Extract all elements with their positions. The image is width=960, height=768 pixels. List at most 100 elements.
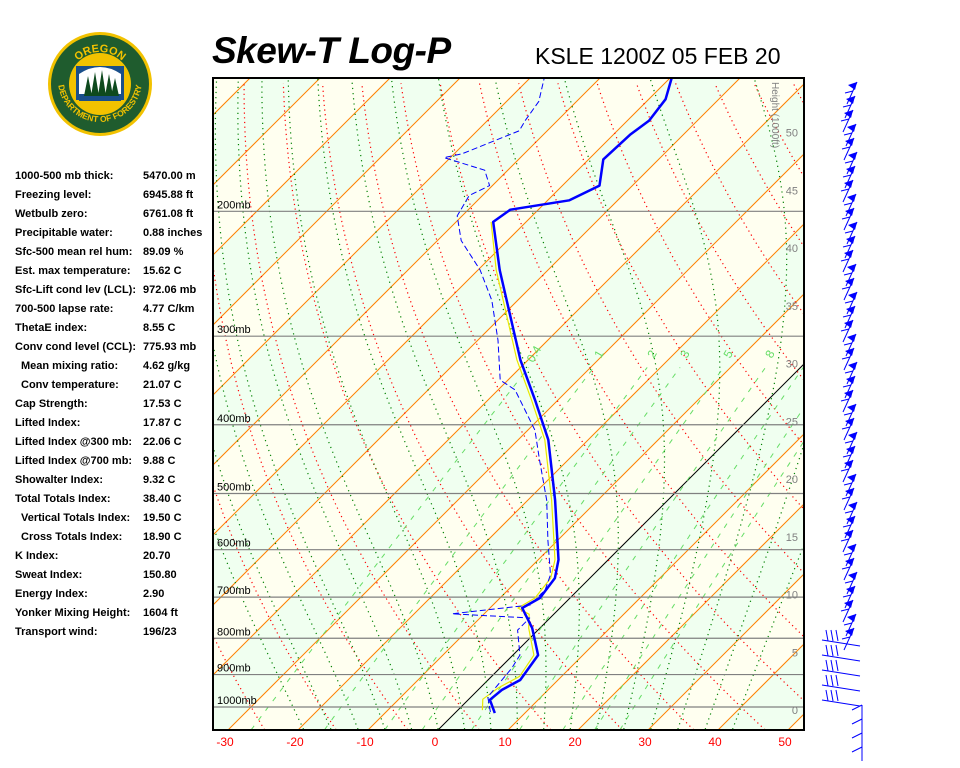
moist-adiabat: [563, 78, 666, 730]
mixing-ratio-line: [384, 367, 648, 730]
pressure-label: 600mb: [217, 538, 251, 550]
stat-label: Lifted Index @300 mb:: [15, 436, 133, 448]
wind-barb: [821, 629, 861, 647]
pressure-label: 800mb: [217, 626, 251, 638]
height-tick-label: 5: [792, 647, 798, 659]
stat-row: K Index: 20.70: [15, 548, 213, 567]
stat-row: Precipitable water: 0.88 inches: [15, 225, 213, 244]
wind-barb-feather: [843, 202, 853, 206]
stat-row: Total Totals Index: 38.40 C: [15, 491, 213, 510]
wind-barb-flag: [844, 600, 853, 608]
wind-barb-flag: [845, 418, 854, 426]
isotherm: [213, 78, 460, 326]
stat-value: 8.55 C: [143, 322, 176, 334]
wind-barb: [821, 644, 861, 662]
stat-value: 38.40 C: [143, 493, 182, 505]
wind-barb-feather: [841, 566, 851, 570]
stat-row: Sfc-500 mean rel hum: 89.09 %: [15, 244, 213, 263]
dry-adiabat: [872, 83, 960, 730]
stat-value: 15.62 C: [143, 265, 182, 277]
wind-barb-feather: [830, 644, 834, 657]
wind-barb-feather: [843, 132, 853, 136]
wind-barb-flag: [844, 320, 853, 328]
wind-barb-flag: [848, 572, 857, 580]
pressure-label: 300mb: [217, 324, 251, 336]
stat-value: 972.06 mb: [143, 284, 197, 296]
wind-barb-feather: [825, 674, 829, 687]
wind-barb: [840, 109, 854, 133]
stat-row: Energy Index: 2.90: [15, 586, 213, 605]
moist-adiabat: [732, 543, 804, 730]
wind-barb-flag: [848, 222, 857, 230]
stat-row: Showalter Index: 9.32 C: [15, 472, 213, 491]
temperature-tick-label: 10: [498, 735, 512, 749]
height-tick-label: 45: [786, 185, 798, 197]
wind-barb-flag: [846, 306, 855, 314]
height-tick-label: 50: [786, 128, 798, 140]
stat-value: 1604 ft: [143, 607, 178, 619]
stat-value: 6761.08 ft: [143, 208, 194, 220]
moist-adiabat: [390, 78, 547, 730]
isotherm: [213, 78, 600, 466]
wind-barb: [840, 179, 854, 203]
wind-barb-flag: [844, 110, 853, 118]
wind-barb-feather: [830, 689, 834, 702]
stat-row: Wetbulb zero: 6761.08 ft: [15, 206, 213, 225]
temperature-band: [788, 714, 804, 730]
svg-text:OREGON: OREGON: [72, 43, 127, 63]
temperature-tick-label: 20: [568, 735, 582, 749]
wind-barb-flag: [846, 446, 855, 454]
stat-row: Cross Totals Index: 18.90 C: [15, 529, 213, 548]
mixing-ratio-line: [619, 440, 804, 730]
wind-barb: [841, 417, 855, 441]
wind-barb-feather: [830, 659, 834, 672]
stat-label: Lifted Index @700 mb:: [15, 455, 133, 467]
wind-barb-flag: [845, 208, 854, 216]
wind-barb-flag: [844, 250, 853, 258]
pressure-label: 1000mb: [217, 695, 257, 707]
wind-barb-feather: [841, 216, 851, 220]
wind-barb-feather: [835, 689, 839, 702]
wind-barb-feather: [835, 629, 839, 642]
wind-barb-staff: [821, 684, 861, 692]
stat-label: Cap Strength:: [15, 398, 88, 410]
isotherm: [577, 503, 804, 730]
temperature-tick-label: 30: [638, 735, 652, 749]
wind-barb-feather: [844, 440, 854, 444]
pressure-label: 400mb: [217, 413, 251, 425]
wind-barb-feather: [840, 188, 850, 192]
wind-barb: [851, 732, 863, 747]
wind-barb-flag: [845, 348, 854, 356]
wind-barb-feather: [842, 244, 852, 248]
wind-barb-feather: [851, 746, 863, 753]
height-tick-label: 10: [786, 590, 798, 602]
stat-row: 1000-500 mb thick: 5470.00 m: [15, 168, 213, 187]
wind-barb-feather: [841, 146, 851, 150]
isotherm: [0, 79, 179, 730]
stat-value: 2.90: [143, 588, 165, 600]
stat-label: 1000-500 mb thick:: [15, 170, 114, 182]
stat-label: Sfc-Lift cond lev (LCL):: [15, 284, 136, 296]
stat-row: Yonker Mixing Height: 1604 ft: [15, 605, 213, 624]
wind-barb-feather: [840, 538, 850, 542]
wind-barb-flag: [847, 194, 856, 202]
wind-barb-flag: [848, 502, 857, 510]
mixing-ratio-line: [421, 367, 681, 730]
dry-adiabat: [596, 83, 804, 446]
stat-label: Total Totals Index:: [15, 493, 111, 505]
temperature-tick-label: 0: [432, 735, 439, 749]
stat-value: 17.87 C: [143, 417, 182, 429]
wind-barb-feather: [825, 644, 829, 657]
plot-frame: [212, 77, 805, 731]
wind-barb-feather: [841, 356, 851, 360]
wind-barb-feather: [843, 272, 853, 276]
stat-label: Showalter Index:: [15, 474, 104, 486]
stat-label: Precipitable water:: [15, 227, 113, 239]
wind-barb: [840, 319, 854, 343]
wind-barb-flag: [846, 236, 855, 244]
mixing-ratio-line: [562, 367, 804, 730]
wind-barb-feather: [844, 370, 854, 374]
wind-barb: [821, 659, 861, 677]
dry-adiabat: [74, 83, 194, 730]
temperature-tick-label: 50: [778, 735, 792, 749]
